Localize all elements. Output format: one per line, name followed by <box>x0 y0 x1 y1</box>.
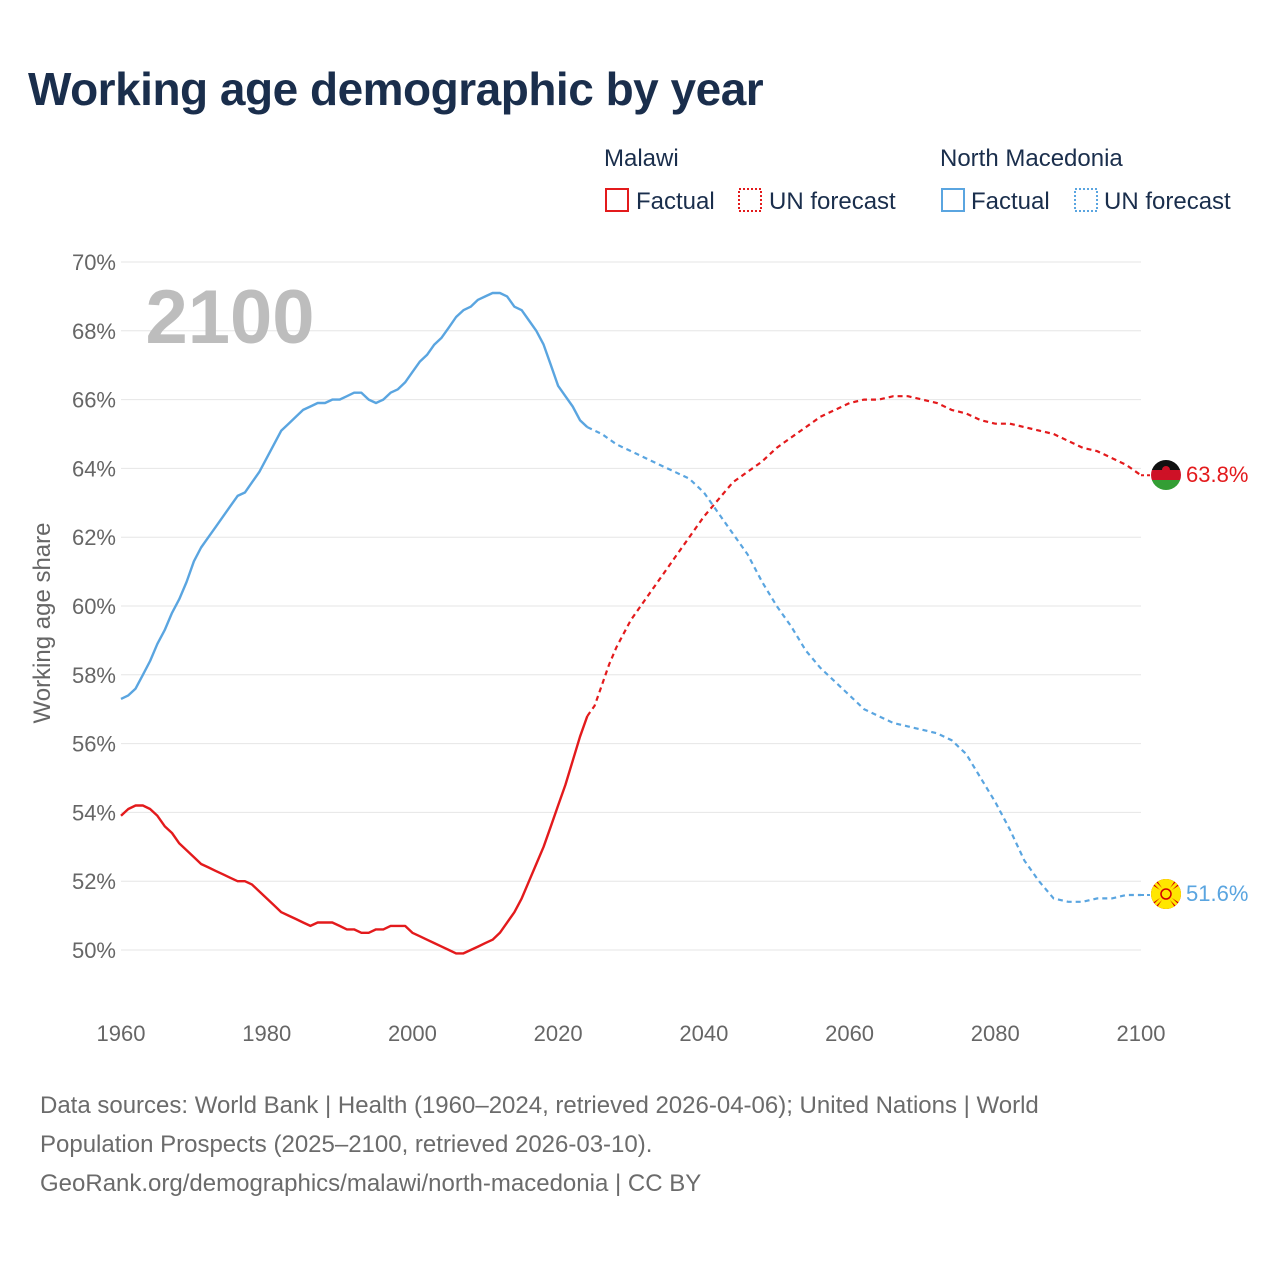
y-tick-label: 58% <box>72 663 116 688</box>
x-tick-label: 2000 <box>388 1021 437 1046</box>
legend-swatch-malawi-factual[interactable] <box>605 188 629 212</box>
legend-label-malawi-forecast[interactable]: UN forecast <box>769 188 896 215</box>
year-watermark: 2100 <box>145 275 314 360</box>
legend-label-north-macedonia-forecast[interactable]: UN forecast <box>1104 188 1231 215</box>
footer-line-1: Data sources: World Bank | Health (1960–… <box>40 1092 1039 1119</box>
legend-label-malawi-factual[interactable]: Factual <box>636 188 715 215</box>
line-chart: Malawi Factual UN forecast North Macedon… <box>29 145 1248 1046</box>
north-macedonia-end-label: 51.6% <box>1186 881 1248 906</box>
series-layer <box>120 291 1151 955</box>
y-tick-label: 68% <box>72 319 116 344</box>
y-tick-label: 56% <box>72 732 116 757</box>
x-tick-label: 2040 <box>679 1021 728 1046</box>
legend-swatch-malawi-forecast[interactable] <box>738 188 762 212</box>
malawi-flag-icon <box>1151 460 1181 490</box>
y-tick-label: 66% <box>72 388 116 413</box>
y-tick-label: 64% <box>72 456 116 481</box>
y-tick-label: 70% <box>72 250 116 275</box>
legend-group-title-malawi: Malawi <box>604 145 679 172</box>
legend: Malawi Factual UN forecast North Macedon… <box>604 145 1231 215</box>
y-tick-label: 60% <box>72 594 116 619</box>
north-macedonia-factual-line[interactable] <box>120 291 589 700</box>
y-tick-label: 52% <box>72 869 116 894</box>
x-tick-label: 2100 <box>1117 1021 1166 1046</box>
footer-sources: Data sources: World Bank | Health (1960–… <box>40 1086 1220 1203</box>
x-tick-label: 2060 <box>825 1021 874 1046</box>
legend-group-title-north-macedonia: North Macedonia <box>940 145 1123 172</box>
x-tick-label: 2020 <box>534 1021 583 1046</box>
y-tick-label: 62% <box>72 525 116 550</box>
north-macedonia-flag-icon <box>1151 879 1181 909</box>
legend-swatch-north-macedonia-forecast[interactable] <box>1074 188 1098 212</box>
chart-title: Working age demographic by year <box>28 63 764 115</box>
y-tick-label: 54% <box>72 800 116 825</box>
footer-line-2: Population Prospects (2025–2100, retriev… <box>40 1131 653 1158</box>
north-macedonia-forecast-line[interactable] <box>586 426 1141 903</box>
y-tick-label: 50% <box>72 938 116 963</box>
footer-line-3: GeoRank.org/demographics/malawi/north-ma… <box>40 1170 702 1197</box>
y-axis-ticks: 70% 68% 66% 64% 62% 60% 58% 56% 54% 52% 50% <box>72 250 116 963</box>
x-tick-label: 1980 <box>242 1021 291 1046</box>
legend-label-north-macedonia-factual[interactable]: Factual <box>971 188 1050 215</box>
malawi-factual-line[interactable] <box>120 715 589 955</box>
x-tick-label: 1960 <box>97 1021 146 1046</box>
x-axis-ticks: 1960 1980 2000 2020 2040 2060 2080 2100 <box>97 1021 1166 1046</box>
malawi-end-label: 63.8% <box>1186 462 1248 487</box>
legend-swatch-north-macedonia-factual[interactable] <box>941 188 965 212</box>
malawi-forecast-line[interactable] <box>586 395 1142 717</box>
x-tick-label: 2080 <box>971 1021 1020 1046</box>
gridlines <box>121 261 1141 951</box>
y-axis-title: Working age share <box>29 523 56 724</box>
